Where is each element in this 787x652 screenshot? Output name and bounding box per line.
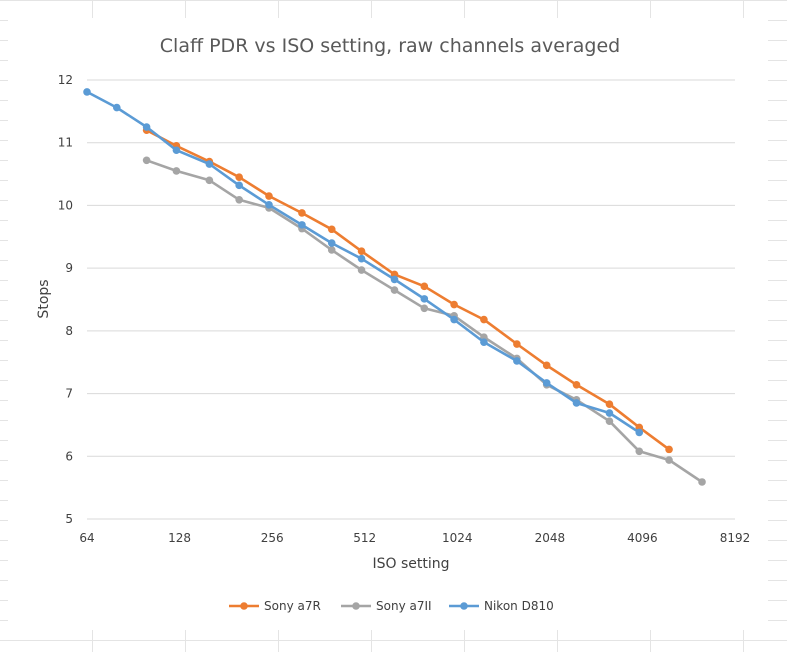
data-point bbox=[172, 146, 181, 155]
data-point bbox=[698, 478, 706, 486]
series-line bbox=[145, 129, 670, 451]
data-point bbox=[235, 195, 243, 204]
x-tick-label: 1024 bbox=[442, 531, 473, 545]
x-tick-label: 64 bbox=[79, 531, 94, 545]
data-point bbox=[113, 103, 121, 112]
y-tick-label: 10 bbox=[58, 198, 73, 212]
x-axis-ticks: 64 128 256 512 1024 2048 4096 8192 bbox=[79, 531, 750, 545]
data-point bbox=[420, 304, 429, 313]
data-point bbox=[298, 221, 306, 229]
data-point bbox=[142, 123, 151, 131]
data-point bbox=[142, 156, 151, 165]
data-point bbox=[390, 286, 399, 294]
legend-item: Sony a7R bbox=[229, 599, 321, 613]
data-point bbox=[298, 209, 306, 217]
legend-swatch-marker bbox=[240, 602, 248, 610]
x-tick-label: 4096 bbox=[627, 531, 658, 545]
data-point bbox=[605, 409, 614, 417]
legend-label: Sony a7II bbox=[376, 599, 432, 613]
data-point bbox=[357, 266, 366, 274]
x-tick-label: 512 bbox=[353, 531, 376, 545]
data-point bbox=[513, 357, 521, 365]
data-point bbox=[665, 456, 673, 464]
legend-item: Nikon D810 bbox=[449, 599, 554, 613]
x-tick-label: 256 bbox=[261, 531, 284, 545]
chart-title: Claff PDR vs ISO setting, raw channels a… bbox=[160, 35, 620, 57]
data-point bbox=[635, 428, 644, 437]
data-point bbox=[235, 173, 243, 182]
data-point bbox=[480, 338, 488, 346]
y-tick-label: 8 bbox=[65, 324, 73, 338]
data-point bbox=[542, 379, 551, 387]
data-point bbox=[390, 275, 399, 284]
legend-label: Nikon D810 bbox=[484, 599, 554, 613]
data-point bbox=[172, 167, 181, 175]
data-point bbox=[665, 445, 673, 454]
y-tick-label: 7 bbox=[65, 387, 73, 401]
y-tick-label: 5 bbox=[65, 512, 73, 526]
data-point bbox=[83, 88, 91, 96]
data-point bbox=[327, 225, 336, 234]
y-tick-label: 6 bbox=[65, 449, 73, 463]
x-tick-label: 128 bbox=[168, 531, 191, 545]
legend-swatch-marker bbox=[460, 602, 468, 610]
data-point bbox=[605, 400, 614, 409]
data-point bbox=[542, 361, 551, 370]
y-tick-label: 11 bbox=[58, 136, 73, 150]
data-point bbox=[513, 340, 521, 348]
data-point bbox=[327, 246, 336, 254]
data-point bbox=[572, 399, 581, 407]
data-point bbox=[205, 176, 214, 185]
y-axis-ticks: 5 6 7 8 9 10 11 12 bbox=[58, 73, 73, 526]
x-tick-label: 8192 bbox=[720, 531, 751, 545]
data-point bbox=[420, 282, 429, 291]
data-point bbox=[572, 380, 581, 389]
plot-series bbox=[83, 88, 706, 486]
legend-item: Sony a7II bbox=[341, 599, 432, 613]
data-point bbox=[327, 239, 336, 247]
data-point bbox=[265, 192, 273, 200]
x-axis-title: ISO setting bbox=[372, 556, 449, 572]
y-axis-title: Stops bbox=[36, 279, 52, 318]
y-tick-label: 12 bbox=[58, 73, 73, 87]
legend-label: Sony a7R bbox=[264, 599, 321, 613]
data-point bbox=[205, 160, 214, 168]
gridlines bbox=[87, 79, 735, 457]
data-point bbox=[357, 254, 366, 263]
data-point bbox=[450, 300, 458, 309]
legend: Sony a7R Sony a7II Nikon D810 bbox=[229, 599, 554, 613]
data-point bbox=[635, 447, 644, 456]
data-point bbox=[357, 247, 366, 256]
data-point bbox=[265, 201, 273, 209]
data-point bbox=[420, 295, 429, 303]
y-tick-label: 9 bbox=[65, 261, 73, 275]
series-nikon-d810 bbox=[83, 88, 644, 437]
data-point bbox=[235, 181, 243, 190]
x-tick-label: 2048 bbox=[535, 531, 566, 545]
data-point bbox=[605, 417, 614, 425]
legend-swatch-marker bbox=[352, 602, 360, 610]
data-point bbox=[450, 315, 458, 324]
data-point bbox=[480, 315, 488, 324]
